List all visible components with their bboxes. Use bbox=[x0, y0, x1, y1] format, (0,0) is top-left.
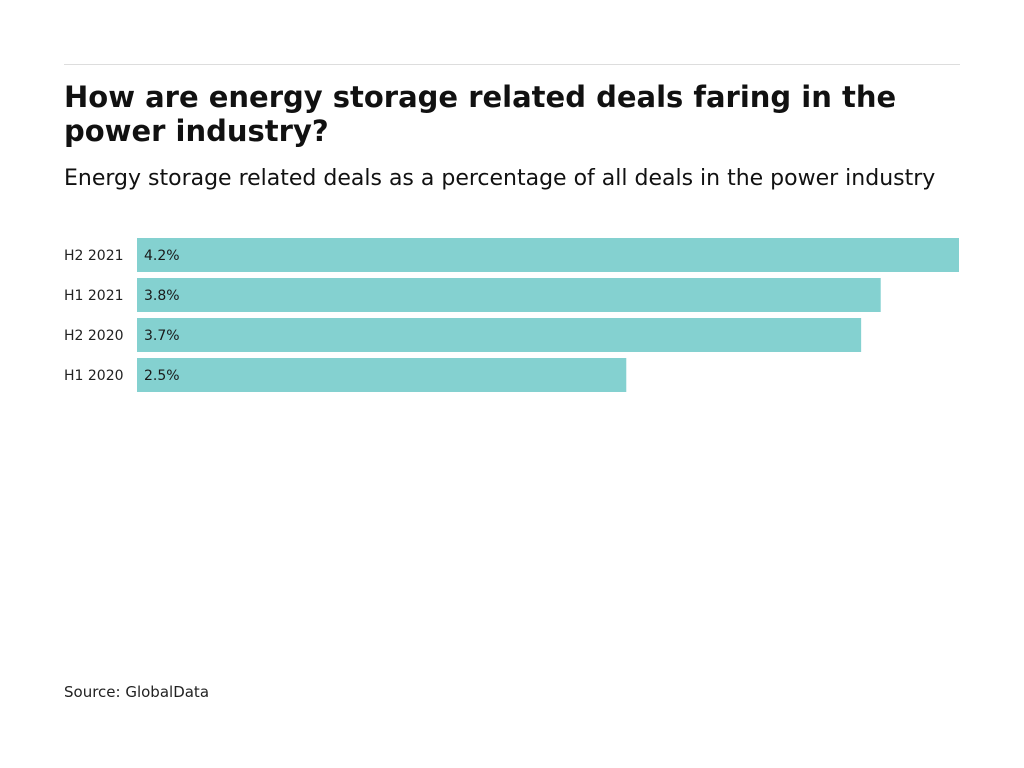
bar-value-label: 3.7% bbox=[144, 328, 180, 344]
bar bbox=[137, 278, 881, 312]
category-label: H2 2021 bbox=[64, 248, 124, 264]
bar bbox=[137, 358, 627, 392]
source-note: Source: GlobalData bbox=[64, 683, 210, 701]
category-label: H1 2021 bbox=[64, 288, 124, 304]
top-divider bbox=[64, 64, 960, 65]
bar-value-label: 4.2% bbox=[144, 248, 180, 264]
bar bbox=[137, 318, 862, 352]
chart-subtitle: Energy storage related deals as a percen… bbox=[64, 166, 936, 191]
category-label: H1 2020 bbox=[64, 368, 124, 384]
bar bbox=[137, 238, 959, 272]
category-label: H2 2020 bbox=[64, 328, 124, 344]
bar-value-label: 2.5% bbox=[144, 368, 180, 384]
chart-title: How are energy storage related deals far… bbox=[64, 80, 897, 148]
bar-value-label: 3.8% bbox=[144, 288, 180, 304]
